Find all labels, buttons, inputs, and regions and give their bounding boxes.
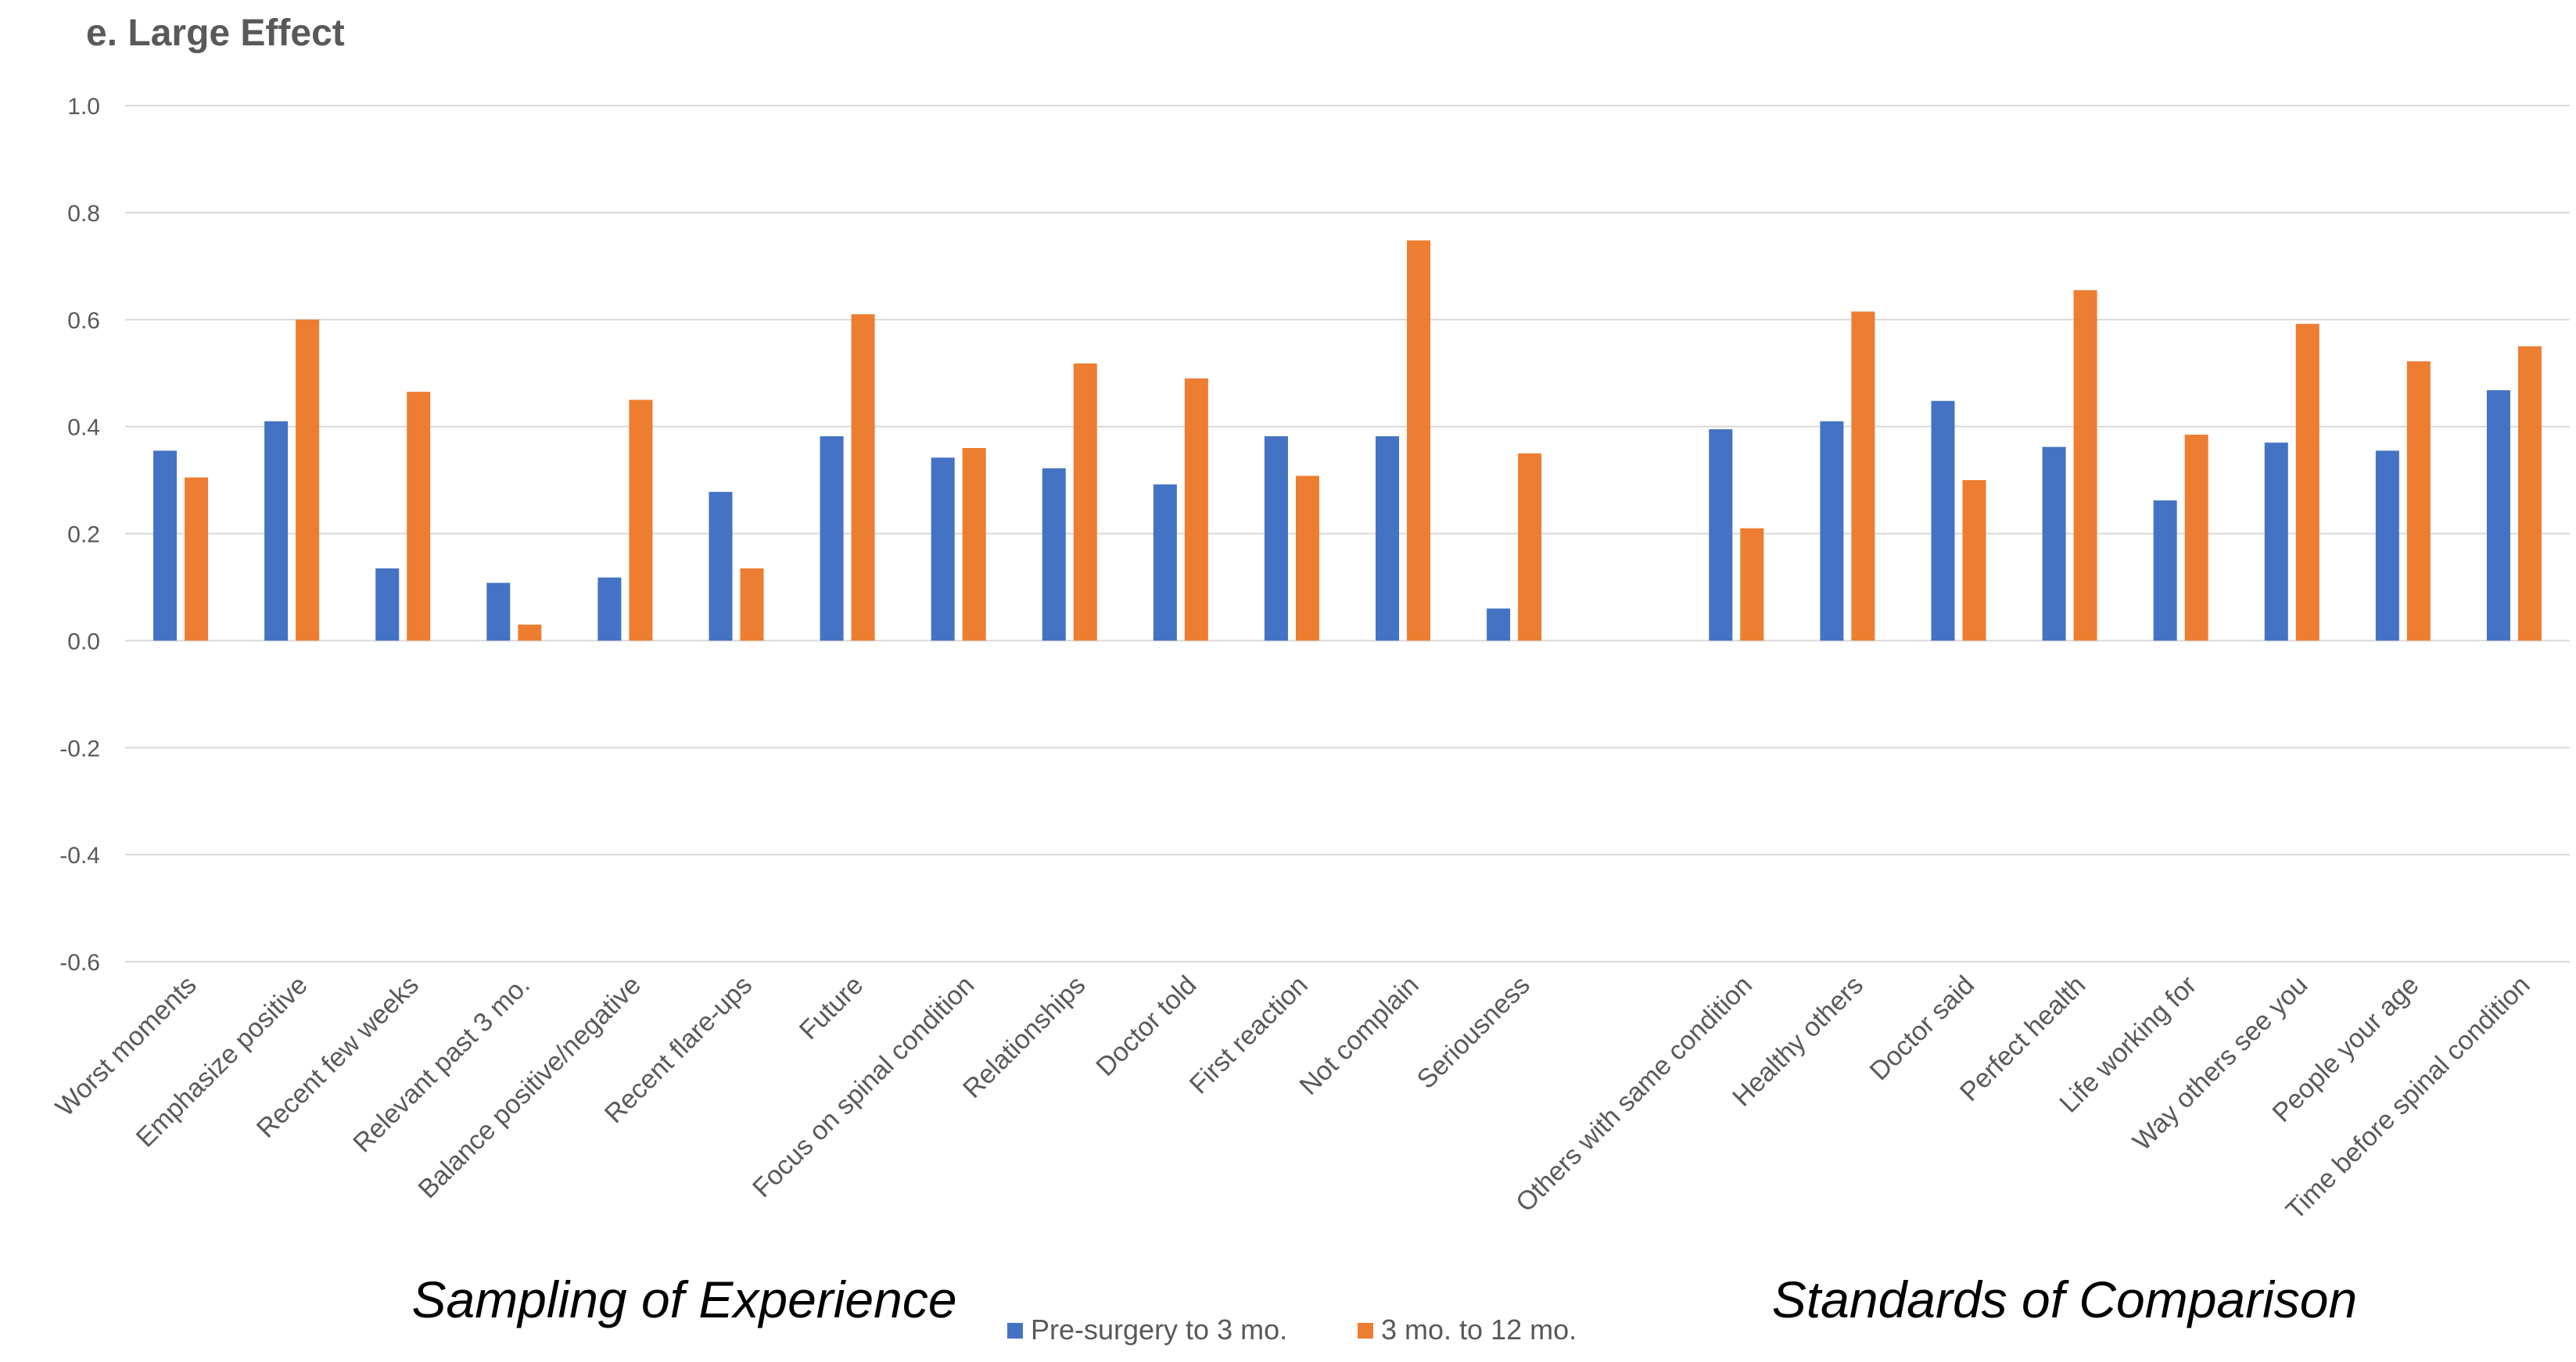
bar-pre-surgery-to-3mo [2486,390,2510,641]
bar-pre-surgery-to-3mo [709,492,733,641]
bar-pre-surgery-to-3mo [2153,500,2177,641]
bar-3mo-to-12mo [1962,480,1986,641]
y-tick-label: -0.2 [59,736,100,762]
x-category-label: Focus on spinal condition [747,970,980,1203]
x-category-label: Seriousness [1412,970,1536,1095]
bar-pre-surgery-to-3mo [1820,421,1844,641]
legend: Pre-surgery to 3 mo. 3 mo. to 12 mo. [1007,1314,1577,1346]
x-category-label: Not complain [1294,970,1425,1101]
x-category-label: Future [794,970,869,1045]
bar-pre-surgery-to-3mo [486,582,511,641]
y-tick-label: 0.2 [67,522,100,548]
bar-pre-surgery-to-3mo [1153,484,1177,641]
bar-pre-surgery-to-3mo [2264,443,2288,641]
bar-3mo-to-12mo [2073,290,2097,641]
bar-3mo-to-12mo [740,568,764,641]
x-category-label: Doctor said [1864,970,1980,1086]
bar-pre-surgery-to-3mo [2042,446,2066,641]
y-tick-label: -0.6 [59,950,100,976]
bar-3mo-to-12mo [2184,434,2208,641]
y-tick-label: 0.4 [67,415,100,441]
bar-pre-surgery-to-3mo [1487,608,1511,641]
x-category-label: Doctor told [1090,970,1202,1082]
bar-pre-surgery-to-3mo [1264,435,1288,641]
bar-3mo-to-12mo [1407,240,1431,641]
y-tick-label: -0.4 [59,843,100,869]
bar-pre-surgery-to-3mo [153,450,178,641]
legend-label: 3 mo. to 12 mo. [1381,1314,1577,1346]
bar-3mo-to-12mo [185,477,209,641]
bar-3mo-to-12mo [518,624,542,641]
legend-swatch [1007,1323,1023,1339]
y-tick-label: 0.0 [67,629,100,654]
bar-pre-surgery-to-3mo [264,421,289,641]
bar-pre-surgery-to-3mo [375,568,400,641]
bar-3mo-to-12mo [407,392,431,641]
bars [153,240,2542,641]
bar-pre-surgery-to-3mo [1376,435,1400,641]
category-group-labels: Sampling of Experience Standards of Compa… [411,1271,2357,1328]
bar-3mo-to-12mo [2517,346,2542,641]
legend-swatch [1358,1323,1373,1339]
x-category-label: Others with same condition [1510,970,1758,1218]
bar-3mo-to-12mo [629,400,653,641]
y-axis-tick-labels: 1.0 0.8 0.6 0.4 0.2 0.0 -0.2 -0.4 -0.6 [59,94,100,976]
x-category-label: Time before spinal condition [2280,970,2536,1226]
legend-label: Pre-surgery to 3 mo. [1031,1314,1287,1346]
bar-pre-surgery-to-3mo [2375,450,2399,641]
group-label: Standards of Comparison [1772,1271,2357,1328]
bar-3mo-to-12mo [2406,361,2431,641]
bar-3mo-to-12mo [2295,324,2319,641]
bar-pre-surgery-to-3mo [597,577,622,641]
bar-3mo-to-12mo [296,319,320,641]
y-tick-label: 0.6 [67,308,100,334]
bar-pre-surgery-to-3mo [931,457,955,641]
bar-3mo-to-12mo [851,314,875,641]
bar-pre-surgery-to-3mo [820,435,844,641]
bar-3mo-to-12mo [1184,378,1208,641]
chart-title: e. Large Effect [86,13,345,54]
bar-3mo-to-12mo [1851,311,1875,641]
bar-pre-surgery-to-3mo [1709,429,1733,641]
bar-3mo-to-12mo [1740,528,1764,641]
x-category-label: Balance positive/negative [413,970,648,1205]
bar-3mo-to-12mo [962,448,986,641]
y-tick-label: 1.0 [67,94,100,120]
bar-3mo-to-12mo [1518,453,1542,641]
bar-pre-surgery-to-3mo [1042,468,1066,641]
bar-3mo-to-12mo [1073,363,1097,641]
y-tick-label: 0.8 [67,201,100,227]
group-label: Sampling of Experience [411,1271,956,1328]
bar-pre-surgery-to-3mo [1931,400,1955,641]
bar-3mo-to-12mo [1295,475,1319,641]
